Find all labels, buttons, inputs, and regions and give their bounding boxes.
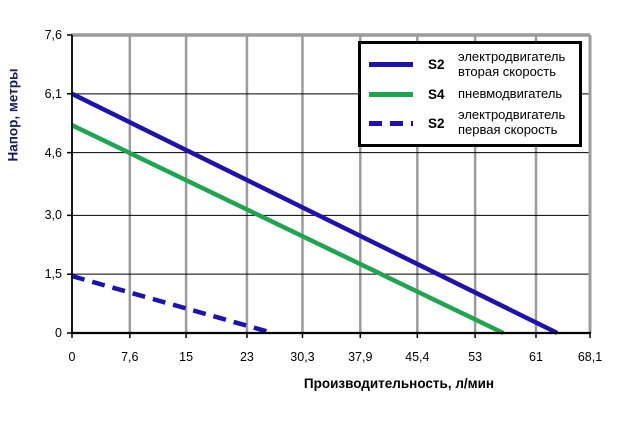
legend: S2 электродвигатель вторая скорость S4 п…: [358, 41, 582, 147]
x-tick-label: 37,9: [348, 350, 373, 364]
y-tick-label: 0: [55, 326, 62, 340]
legend-line-sample-dashed-blue: [369, 120, 413, 126]
x-tick-label: 61: [529, 350, 543, 364]
y-tick-label: 1,5: [44, 267, 62, 282]
legend-label-line1: электродвигатель: [458, 49, 566, 64]
legend-line-sample-solid-green: [369, 91, 413, 97]
legend-series-label: электродвигатель вторая скорость: [458, 49, 566, 80]
x-tick-label: 30,3: [290, 350, 315, 364]
x-tick-label: 0: [68, 350, 76, 364]
legend-line-sample-solid-blue: [369, 62, 413, 68]
legend-series-label: электродвигатель первая скорость: [458, 107, 566, 138]
legend-series-label: пневмодвигатель: [458, 85, 563, 102]
x-tick-label: 15: [179, 350, 194, 364]
x-axis-title: Производительность, л/мин: [303, 376, 495, 391]
legend-item-s2-first-speed: S2 электродвигатель первая скорость: [361, 107, 575, 138]
y-axis-tick-labels: 0 1,5 3,0 4,6 6,1 7,6: [26, 28, 62, 340]
legend-label-line1: пневмодвигатель: [458, 85, 563, 101]
legend-series-code: S2: [428, 115, 445, 131]
x-tick-label: 7,6: [121, 350, 139, 364]
legend-series-code: S4: [428, 86, 445, 102]
x-tick-label: 23: [239, 350, 254, 364]
x-tick-label: 68,1: [577, 350, 603, 364]
legend-label-line1: электродвигатель: [458, 107, 566, 123]
y-tick-label: 4,6: [44, 145, 62, 160]
legend-item-s4-pneumatic: S4 пневмодвигатель: [361, 85, 575, 102]
y-tick-label: 7,6: [44, 28, 62, 42]
x-axis-tick-labels: 0 7,6 15 23 30,3 37,9 45,4 53 61 68,1: [68, 350, 603, 366]
legend-series-code: S2: [428, 57, 445, 73]
y-tick-label: 6,1: [44, 86, 62, 101]
legend-item-s2-second-speed: S2 электродвигатель вторая скорость: [361, 49, 575, 80]
legend-label-line2: вторая скорость: [458, 63, 557, 79]
legend-label-line2: первая скорость: [458, 122, 558, 138]
x-tick-label: 45,4: [405, 350, 430, 364]
y-tick-label: 3,0: [44, 208, 62, 223]
y-axis-title: Напор, метры: [5, 68, 21, 162]
x-tick-label: 53: [468, 350, 483, 364]
